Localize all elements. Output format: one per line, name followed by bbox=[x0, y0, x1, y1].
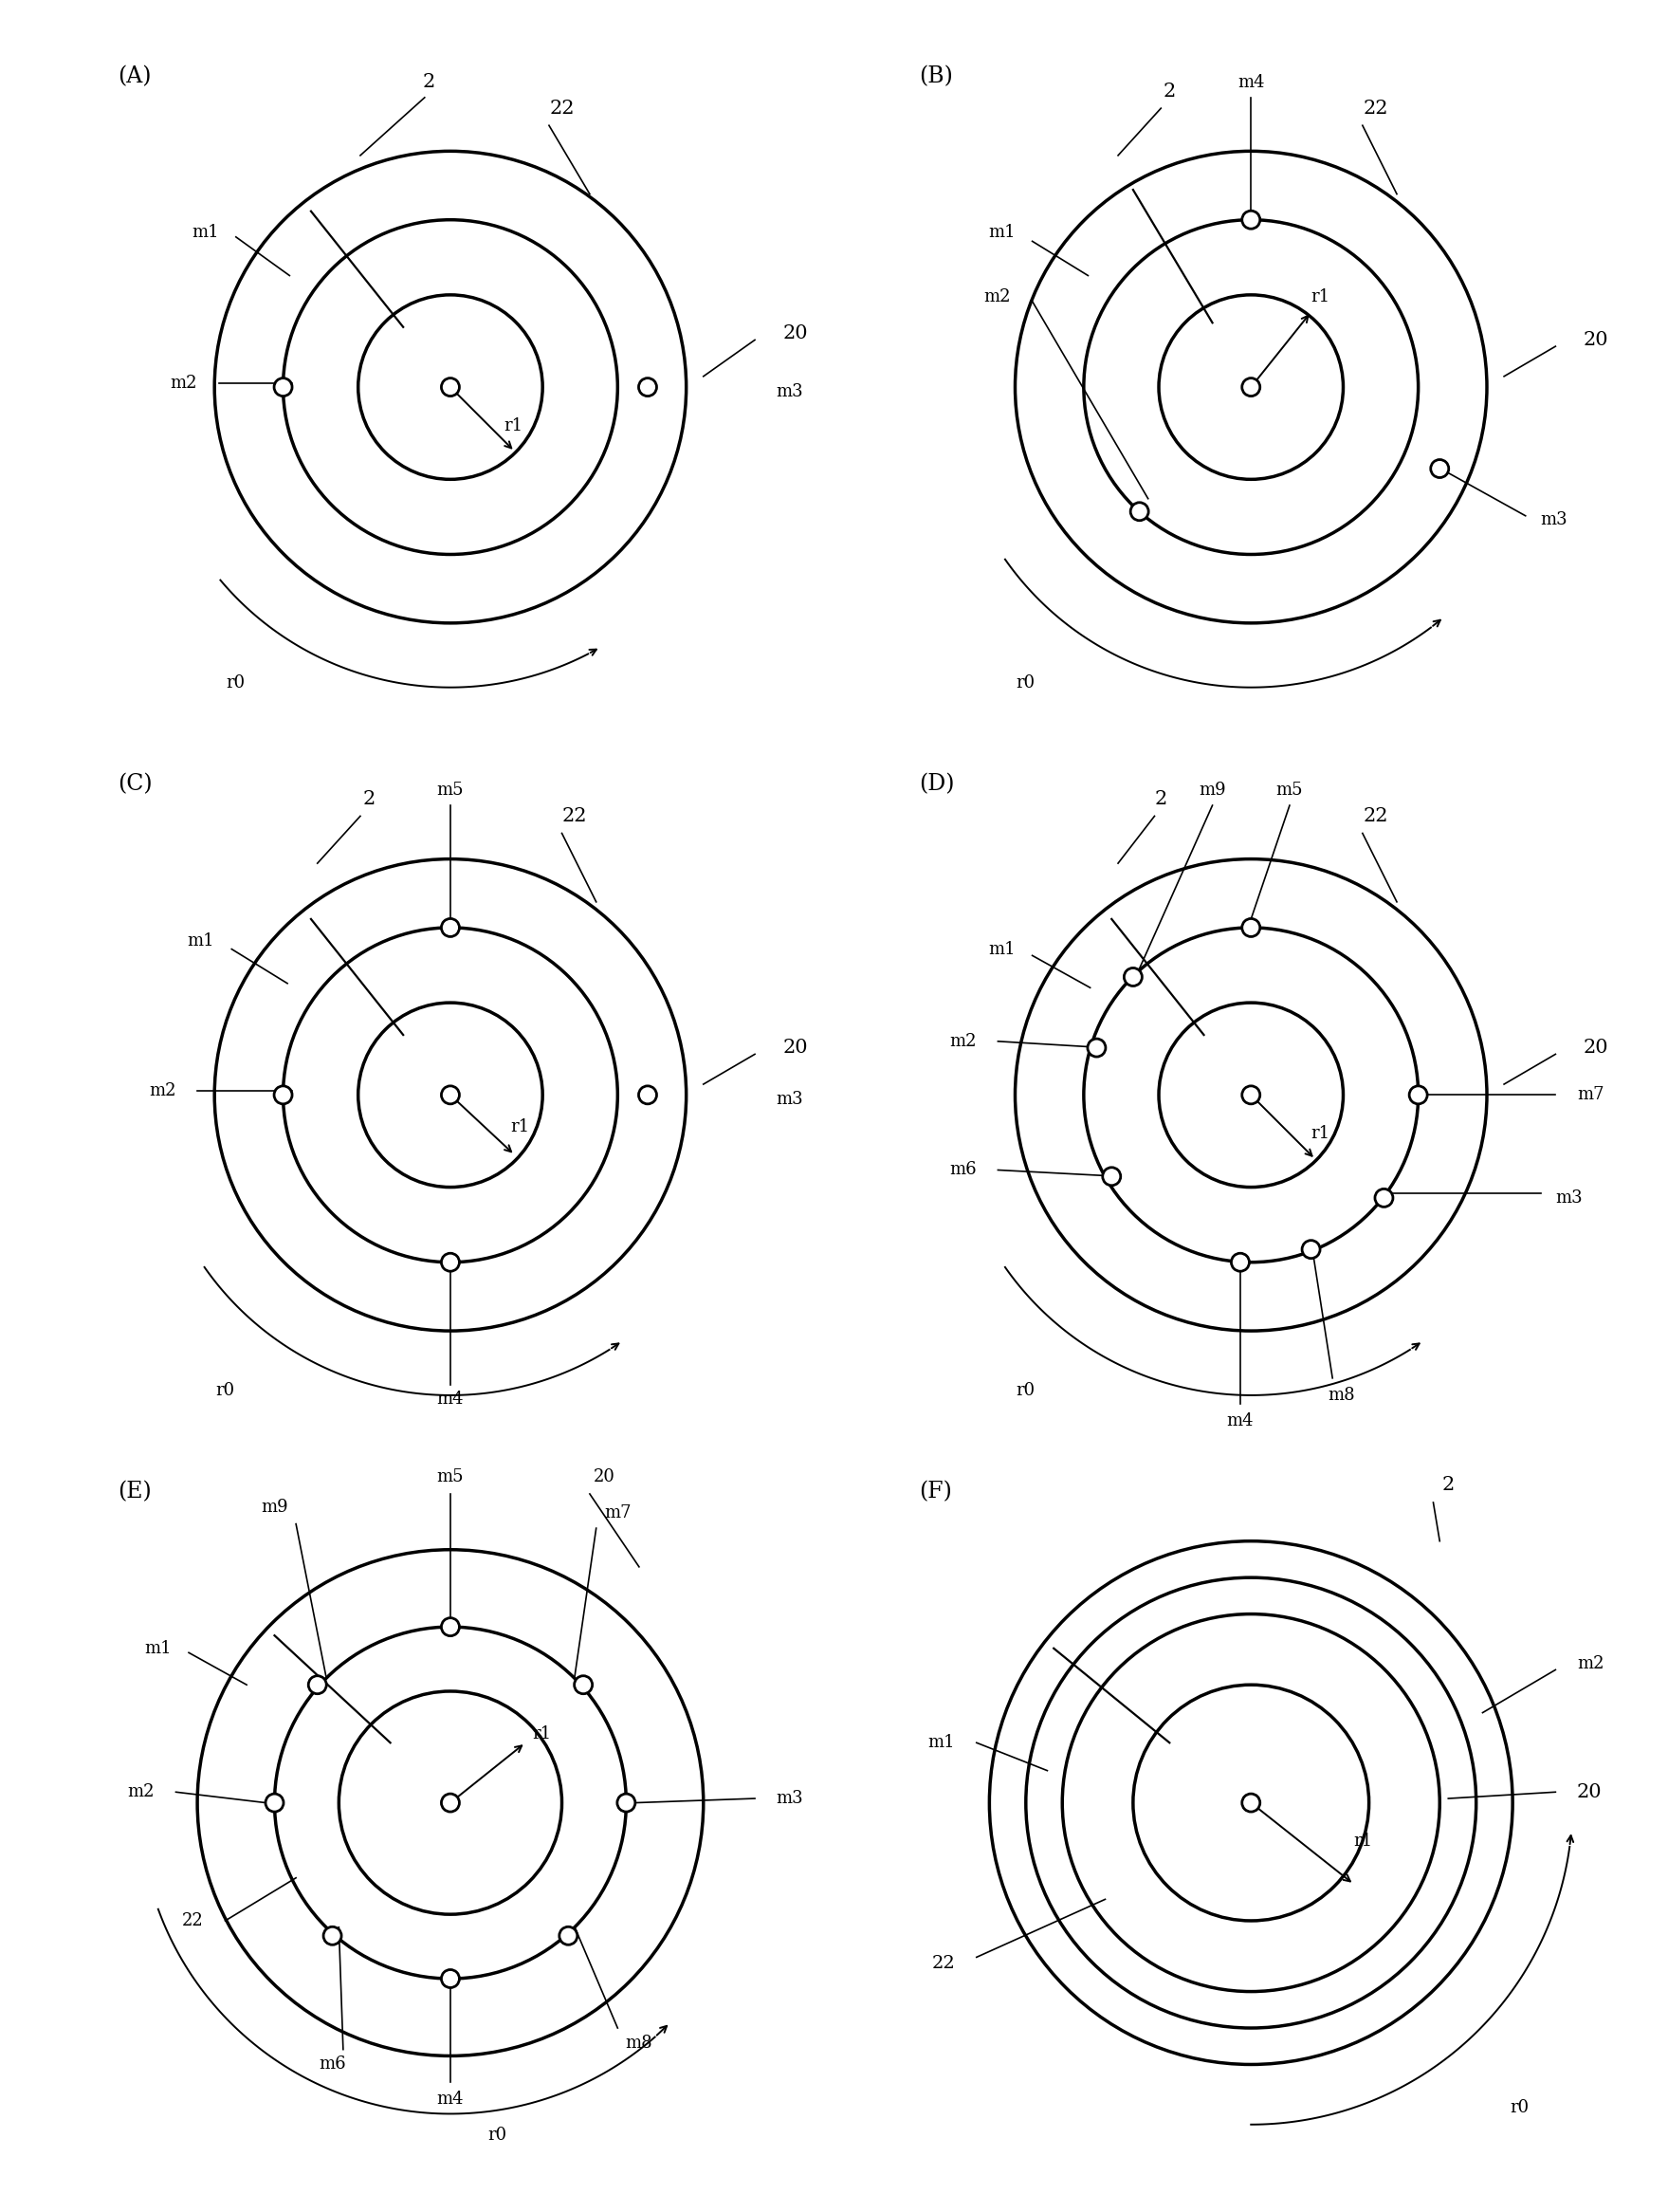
Circle shape bbox=[442, 918, 459, 936]
Text: m5: m5 bbox=[437, 1469, 464, 1484]
Text: 2: 2 bbox=[1163, 82, 1176, 100]
Text: 22: 22 bbox=[182, 1911, 203, 1929]
Text: r0: r0 bbox=[489, 2126, 507, 2143]
Text: 2: 2 bbox=[362, 790, 375, 807]
Text: m6: m6 bbox=[319, 2055, 345, 2073]
Text: r0: r0 bbox=[215, 1382, 235, 1400]
Circle shape bbox=[1374, 1188, 1393, 1208]
Circle shape bbox=[309, 1677, 327, 1694]
Text: 2: 2 bbox=[422, 73, 435, 91]
Circle shape bbox=[442, 1617, 459, 1637]
Circle shape bbox=[1088, 1040, 1106, 1057]
Text: 2: 2 bbox=[1154, 790, 1168, 807]
Text: 20: 20 bbox=[782, 1040, 807, 1057]
Text: (D): (D) bbox=[919, 774, 954, 794]
Circle shape bbox=[274, 1086, 292, 1104]
Circle shape bbox=[1103, 1168, 1121, 1186]
Text: m7: m7 bbox=[604, 1504, 631, 1522]
Circle shape bbox=[1124, 969, 1143, 987]
Text: m2: m2 bbox=[170, 374, 197, 392]
Circle shape bbox=[1231, 1254, 1249, 1272]
Text: m5: m5 bbox=[1276, 781, 1303, 799]
Text: (A): (A) bbox=[118, 66, 152, 86]
Circle shape bbox=[1243, 918, 1259, 936]
Text: m4: m4 bbox=[1238, 73, 1264, 91]
Text: m9: m9 bbox=[1199, 781, 1226, 799]
Circle shape bbox=[1431, 460, 1449, 478]
Circle shape bbox=[442, 1086, 459, 1104]
Text: m3: m3 bbox=[1556, 1190, 1583, 1206]
Text: (F): (F) bbox=[919, 1482, 952, 1502]
Circle shape bbox=[639, 378, 657, 396]
Circle shape bbox=[1243, 378, 1259, 396]
Text: m3: m3 bbox=[776, 383, 804, 400]
Text: m2: m2 bbox=[1576, 1655, 1605, 1672]
Circle shape bbox=[442, 1969, 459, 1989]
Text: m4: m4 bbox=[437, 1391, 464, 1409]
Text: r0: r0 bbox=[1016, 675, 1036, 692]
Text: 22: 22 bbox=[562, 807, 587, 825]
Text: m9: m9 bbox=[260, 1498, 289, 1515]
Text: m3: m3 bbox=[1541, 511, 1568, 529]
Text: m1: m1 bbox=[145, 1639, 172, 1657]
Text: m2: m2 bbox=[148, 1082, 175, 1099]
Text: m2: m2 bbox=[984, 288, 1011, 305]
Text: m4: m4 bbox=[1226, 1413, 1254, 1429]
Text: 20: 20 bbox=[1583, 1040, 1608, 1057]
Circle shape bbox=[442, 1794, 459, 1812]
Circle shape bbox=[1243, 210, 1259, 228]
Circle shape bbox=[1303, 1241, 1319, 1259]
Text: m3: m3 bbox=[776, 1091, 804, 1108]
Text: 20: 20 bbox=[1583, 332, 1608, 349]
Text: r1: r1 bbox=[1354, 1834, 1373, 1849]
Text: m8: m8 bbox=[1328, 1387, 1354, 1405]
Circle shape bbox=[324, 1927, 342, 1944]
Text: m2: m2 bbox=[949, 1033, 976, 1051]
Text: m6: m6 bbox=[949, 1161, 976, 1179]
Text: r1: r1 bbox=[1311, 1126, 1329, 1141]
Text: 22: 22 bbox=[1363, 807, 1388, 825]
Circle shape bbox=[617, 1794, 636, 1812]
Text: m1: m1 bbox=[187, 931, 215, 949]
Text: 2: 2 bbox=[1443, 1475, 1454, 1495]
Text: r1: r1 bbox=[1311, 288, 1329, 305]
Text: m4: m4 bbox=[437, 2090, 464, 2108]
Text: (C): (C) bbox=[118, 774, 153, 794]
Text: r1: r1 bbox=[504, 418, 524, 434]
Text: r0: r0 bbox=[227, 675, 245, 692]
Text: 20: 20 bbox=[782, 325, 807, 343]
Text: (B): (B) bbox=[919, 66, 952, 86]
Text: r1: r1 bbox=[532, 1725, 550, 1743]
Text: 20: 20 bbox=[1576, 1783, 1603, 1801]
Text: m1: m1 bbox=[987, 223, 1016, 241]
Text: m3: m3 bbox=[776, 1790, 804, 1807]
Text: m8: m8 bbox=[626, 2035, 652, 2051]
Text: 22: 22 bbox=[1363, 100, 1388, 117]
Text: 22: 22 bbox=[549, 100, 574, 117]
Text: m7: m7 bbox=[1576, 1086, 1605, 1104]
Text: m1: m1 bbox=[987, 940, 1016, 958]
Text: 22: 22 bbox=[932, 1955, 956, 1973]
Text: m2: m2 bbox=[127, 1783, 155, 1801]
Text: m1: m1 bbox=[192, 223, 219, 241]
Circle shape bbox=[574, 1677, 592, 1694]
Circle shape bbox=[559, 1927, 577, 1944]
Text: 20: 20 bbox=[594, 1469, 615, 1484]
Circle shape bbox=[274, 378, 292, 396]
Text: r0: r0 bbox=[1016, 1382, 1036, 1400]
Text: m1: m1 bbox=[927, 1734, 956, 1752]
Circle shape bbox=[1131, 502, 1149, 520]
Circle shape bbox=[639, 1086, 657, 1104]
Circle shape bbox=[1409, 1086, 1428, 1104]
Circle shape bbox=[442, 1254, 459, 1272]
Text: m5: m5 bbox=[437, 781, 464, 799]
Circle shape bbox=[265, 1794, 284, 1812]
Text: (E): (E) bbox=[118, 1482, 152, 1502]
Text: r1: r1 bbox=[510, 1119, 529, 1135]
Circle shape bbox=[1243, 1086, 1259, 1104]
Circle shape bbox=[442, 378, 459, 396]
Circle shape bbox=[1243, 1794, 1259, 1812]
Text: r0: r0 bbox=[1510, 2099, 1528, 2117]
